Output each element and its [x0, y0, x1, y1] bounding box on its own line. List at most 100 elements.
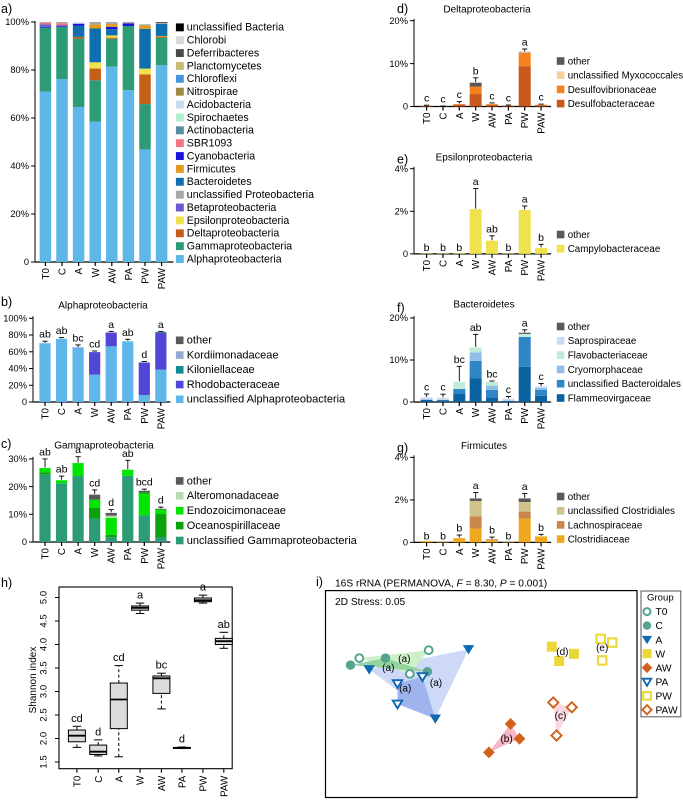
- svg-text:20%: 20%: [389, 313, 408, 323]
- svg-text:bc: bc: [73, 332, 84, 344]
- svg-text:PAW: PAW: [219, 775, 230, 797]
- svg-text:Gammaproteobacteria: Gammaproteobacteria: [54, 441, 154, 452]
- svg-text:40%: 40%: [8, 364, 27, 374]
- svg-text:40%: 40%: [10, 161, 29, 171]
- svg-text:b: b: [456, 242, 462, 254]
- svg-text:4.5: 4.5: [39, 614, 50, 627]
- svg-text:0: 0: [22, 397, 27, 407]
- svg-text:10%: 10%: [8, 510, 27, 520]
- svg-text:c: c: [538, 92, 543, 104]
- svg-text:PAW: PAW: [157, 267, 168, 289]
- svg-text:AW: AW: [107, 407, 118, 423]
- svg-text:30%: 30%: [8, 454, 27, 464]
- svg-text:d: d: [158, 495, 164, 507]
- svg-text:4%: 4%: [395, 453, 408, 463]
- svg-text:80%: 80%: [10, 65, 29, 75]
- svg-text:60%: 60%: [10, 113, 29, 123]
- svg-text:ab: ab: [486, 223, 498, 235]
- svg-text:ab: ab: [470, 322, 482, 334]
- svg-text:b: b: [538, 232, 544, 244]
- svg-text:d): d): [397, 2, 408, 16]
- svg-text:AW: AW: [488, 407, 499, 423]
- svg-text:0: 0: [403, 249, 408, 259]
- svg-text:unclassified Bacteria: unclassified Bacteria: [187, 22, 284, 34]
- svg-text:0: 0: [403, 538, 408, 548]
- svg-text:SBR1093: SBR1093: [187, 138, 232, 150]
- svg-text:W: W: [90, 547, 101, 557]
- svg-text:W: W: [471, 259, 482, 269]
- svg-text:A: A: [455, 259, 466, 266]
- svg-text:(a): (a): [382, 663, 394, 674]
- svg-text:Alteromonadaceae: Alteromonadaceae: [187, 490, 279, 502]
- svg-text:80%: 80%: [8, 330, 27, 340]
- svg-text:Lachnospiraceae: Lachnospiraceae: [568, 520, 643, 531]
- svg-text:100%: 100%: [5, 17, 29, 27]
- svg-text:a: a: [473, 480, 479, 492]
- svg-text:0: 0: [22, 537, 27, 547]
- svg-text:PW: PW: [141, 267, 152, 284]
- svg-text:Kordiimonadaceae: Kordiimonadaceae: [187, 349, 279, 361]
- svg-text:10%: 10%: [389, 59, 408, 69]
- svg-text:b: b: [440, 531, 446, 543]
- svg-text:Shannon index: Shannon index: [28, 647, 39, 714]
- svg-text:W: W: [136, 775, 147, 785]
- svg-text:b): b): [1, 295, 12, 309]
- svg-text:20%: 20%: [10, 209, 29, 219]
- svg-text:b: b: [440, 242, 446, 254]
- svg-text:ab: ab: [39, 446, 51, 458]
- svg-text:Epsilonproteobacteria: Epsilonproteobacteria: [436, 153, 533, 164]
- svg-text:PW: PW: [520, 112, 531, 129]
- svg-text:a: a: [137, 590, 144, 602]
- svg-text:a): a): [1, 2, 12, 16]
- svg-text:Nitrospirae: Nitrospirae: [187, 86, 238, 98]
- svg-text:cd: cd: [89, 477, 100, 489]
- svg-text:C: C: [439, 548, 450, 555]
- svg-text:AW: AW: [488, 259, 499, 275]
- svg-text:PAW: PAW: [537, 407, 548, 429]
- svg-text:A: A: [114, 775, 125, 782]
- svg-text:c: c: [489, 90, 494, 102]
- svg-text:PAW: PAW: [537, 548, 548, 570]
- svg-text:AW: AW: [107, 267, 118, 283]
- svg-text:C: C: [58, 268, 69, 275]
- svg-text:c: c: [440, 382, 445, 394]
- svg-text:PW: PW: [520, 548, 531, 565]
- svg-text:PA: PA: [504, 259, 515, 272]
- svg-text:other: other: [187, 335, 212, 347]
- svg-text:a: a: [75, 444, 81, 456]
- svg-text:d: d: [141, 349, 147, 361]
- svg-text:C: C: [94, 776, 105, 783]
- svg-text:Clostridiaceae: Clostridiaceae: [568, 535, 631, 546]
- svg-text:AW: AW: [157, 775, 168, 791]
- svg-text:cd: cd: [89, 339, 100, 351]
- svg-text:3.0: 3.0: [39, 685, 50, 698]
- svg-text:other: other: [568, 492, 591, 503]
- svg-text:2%: 2%: [395, 495, 408, 505]
- svg-text:Firmicutes: Firmicutes: [187, 163, 236, 175]
- svg-text:10%: 10%: [389, 355, 408, 365]
- svg-text:b: b: [505, 242, 511, 254]
- svg-text:bcd: bcd: [136, 477, 153, 489]
- svg-text:b: b: [473, 65, 479, 77]
- svg-text:Flavobacteriaceae: Flavobacteriaceae: [568, 351, 649, 362]
- svg-text:b: b: [424, 242, 430, 254]
- svg-text:ab: ab: [56, 464, 68, 476]
- svg-text:16S rRNA (PERMANOVA, F = 8.30,: 16S rRNA (PERMANOVA, F = 8.30, P = 0.001…: [335, 578, 547, 589]
- svg-text:a: a: [200, 582, 207, 594]
- svg-text:PA: PA: [504, 548, 515, 561]
- svg-text:4.0: 4.0: [39, 638, 50, 651]
- svg-text:Group: Group: [647, 592, 674, 603]
- svg-text:d: d: [179, 734, 185, 746]
- svg-text:0: 0: [403, 102, 408, 112]
- svg-text:20%: 20%: [8, 482, 27, 492]
- svg-text:2.5: 2.5: [39, 708, 50, 721]
- svg-text:Desulfovibrionaceae: Desulfovibrionaceae: [568, 85, 657, 96]
- svg-text:cd: cd: [113, 652, 125, 664]
- svg-text:c: c: [538, 371, 543, 383]
- svg-text:Alphaproteobacteria: Alphaproteobacteria: [187, 253, 282, 265]
- svg-text:a: a: [108, 319, 114, 331]
- svg-text:b: b: [424, 531, 430, 543]
- svg-text:Cyanobacteria: Cyanobacteria: [187, 150, 255, 162]
- svg-text:Flammeovirgaceae: Flammeovirgaceae: [568, 393, 652, 404]
- svg-text:(d): (d): [556, 647, 568, 658]
